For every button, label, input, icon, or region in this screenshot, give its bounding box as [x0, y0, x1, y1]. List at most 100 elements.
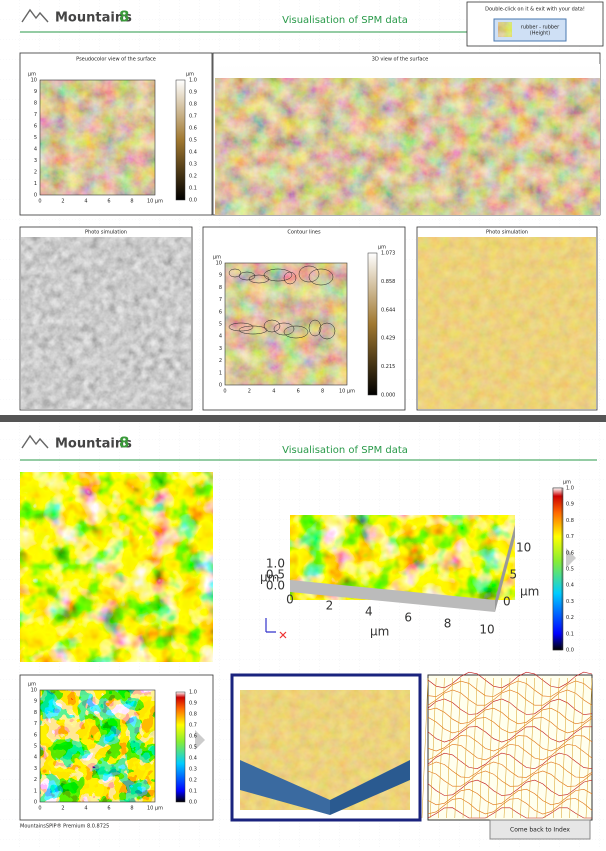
y-tick-label: 5 [510, 568, 518, 582]
x-tick-label: 0 [223, 389, 226, 395]
wire-line [520, 677, 527, 819]
wire-line [427, 761, 593, 778]
colorbar-tick-label: 0.6 [566, 550, 574, 556]
colorbar-tick-label: 0.5 [189, 745, 197, 751]
footer: MountainsSPIP® Premium 8.0.8725 [20, 823, 109, 830]
contour-line [263, 319, 281, 333]
x-tick-label: 0 [38, 806, 41, 812]
contour-image [225, 263, 347, 385]
wire-line [446, 677, 453, 819]
colorbar-tick-label: 0.1 [189, 186, 197, 192]
colorbar-tick-label: 0.1 [189, 789, 197, 795]
y-tick-label: 8 [34, 710, 37, 716]
contour-line [308, 268, 334, 286]
y-tick-label: 2 [219, 358, 222, 364]
y-tick-label: 10 [516, 541, 531, 555]
contour-line [238, 271, 256, 281]
contour-line [298, 265, 320, 283]
colorbar-tick-label: 0.858 [381, 279, 395, 285]
wire-line [577, 677, 585, 819]
colorbar-tick-label: 0.644 [381, 307, 395, 313]
colorbar-tick-label: 0.4 [189, 756, 197, 762]
colorbar-tick-label: 0.3 [189, 162, 197, 168]
y-tick-label: 1 [34, 788, 37, 794]
wire-line [585, 677, 593, 819]
contour-line [273, 322, 295, 336]
y-axis-unit: µm [520, 585, 539, 599]
wire-line [495, 677, 503, 819]
axis-unit: µm [28, 72, 36, 78]
colorbar-tick-label: 1.0 [189, 78, 197, 84]
surface-side [495, 525, 515, 612]
y-tick-label: 10 [31, 78, 37, 84]
wire-line [427, 770, 593, 787]
x-tick-label: 8 [130, 199, 133, 205]
colorbar-tick-label: 0.9 [189, 90, 197, 96]
wire-line [511, 677, 519, 819]
colorbar-tick-label: 0.2 [566, 615, 574, 621]
x-tick-label: 10 µm [339, 389, 355, 395]
y-tick-label: 0 [503, 595, 511, 609]
x-tick-label: 6 [107, 199, 110, 205]
x-tick-label: 4 [84, 199, 87, 205]
map-frame [39, 689, 156, 803]
x-tick-label: 2 [248, 389, 251, 395]
y-tick-label: 1 [34, 181, 37, 187]
colorbar-tick-label: 0.2 [189, 174, 197, 180]
colorbar-tick-label: 1.0 [566, 486, 574, 492]
y-tick-label: 10 [31, 688, 37, 694]
panel [427, 674, 593, 821]
colorbar-tick-label: 0.7 [566, 534, 574, 540]
colorbar [175, 79, 186, 201]
wire-line [536, 677, 544, 819]
surface-side [330, 760, 410, 815]
wire-line [544, 677, 552, 819]
y-tick-label: 2 [34, 777, 37, 783]
brand: Mountains [55, 11, 132, 26]
colorbar-tick-label: 0.6 [189, 734, 197, 740]
logo-icon [21, 8, 49, 23]
wire-line [552, 677, 560, 819]
wire-line [454, 677, 462, 819]
colorbar-tick-label: 0.7 [189, 723, 197, 729]
back-button[interactable] [489, 819, 591, 840]
y-tick-label: 9 [34, 89, 37, 95]
wire-line [427, 680, 593, 697]
contour-line [248, 274, 270, 284]
axis-triad [279, 631, 287, 639]
brand-version: 8 [119, 8, 129, 26]
x-tick-label: 4 [365, 605, 373, 619]
axis-triad [265, 618, 276, 633]
y-tick-label: 7 [34, 721, 37, 727]
wire-line [569, 677, 576, 819]
thumbnail-image [498, 22, 512, 37]
surface-side [290, 580, 495, 612]
x-tick-label: 6 [404, 611, 412, 625]
wire-line [479, 677, 486, 819]
y-tick-label: 0 [34, 193, 37, 199]
colorbar-tick-label: 0.9 [189, 701, 197, 707]
y-tick-label: 8 [219, 285, 222, 291]
wire-line [470, 677, 478, 819]
surface-side [240, 760, 330, 815]
surface-3d [215, 78, 600, 215]
wire-line [462, 677, 470, 819]
y-tick-label: 7 [219, 297, 222, 303]
y-tick-label: 4 [34, 147, 37, 153]
x-tick-label: 4 [272, 389, 275, 395]
wire-line [427, 752, 593, 770]
colorbar-tick-label: 0.429 [381, 336, 395, 342]
colorbar-tick-label: 0.9 [566, 502, 574, 508]
thumbnail-label: (Height) [530, 31, 550, 37]
thumbnail-label: rubber - rubber [521, 25, 560, 31]
pseudocolor-image [40, 690, 155, 802]
back-button-label[interactable]: Come back to Index [510, 827, 570, 834]
colorbar-tick-label: 0.1 [566, 631, 574, 637]
contour-line [318, 322, 336, 340]
colorbar-tick-label: 0.0 [189, 198, 197, 204]
colorbar-unit: µm [378, 245, 386, 251]
y-tick-label: 4 [34, 755, 37, 761]
y-tick-label: 5 [219, 322, 222, 328]
z-axis-unit: µm [260, 571, 279, 585]
